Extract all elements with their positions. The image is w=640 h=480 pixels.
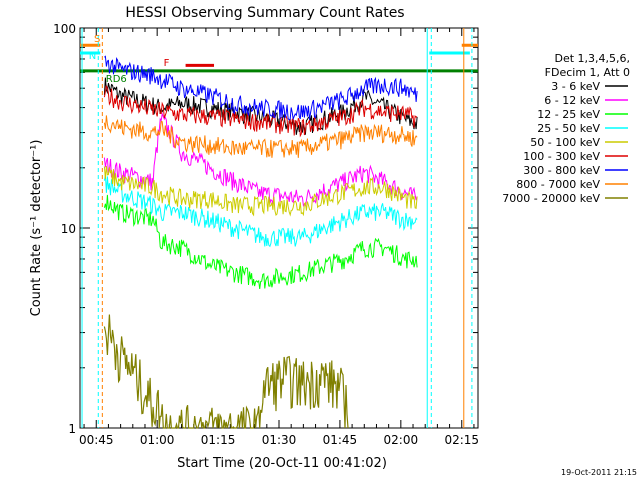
legend-entry-label: 12 - 25 keV [537,108,600,121]
legend-entry-label: 300 - 800 keV [523,164,600,177]
legend-entry-label: 3 - 6 keV [551,80,600,93]
y-axis-label: Count Rate (s⁻¹ detector⁻¹) [29,140,44,317]
x-tick-label: 00:45 [79,433,114,447]
series-line [103,194,418,289]
series-line [103,165,418,217]
legend-header: Det 1,3,4,5,6, [554,52,630,65]
footer-date: 19-Oct-2011 21:15 [561,468,637,477]
x-axis-label: Start Time (20-Oct-11 00:41:02) [177,456,387,471]
series-line [103,111,418,207]
legend: Det 1,3,4,5,6,FDecim 1, Att 03 - 6 keV6 … [502,52,630,205]
series-line [103,115,418,158]
flag-label: F [164,58,170,69]
x-tick-label: 01:15 [201,433,236,447]
legend-entry-label: 800 - 7000 keV [516,178,600,191]
chart-title: HESSI Observing Summary Count Rates [125,5,404,21]
x-tick-label: 01:45 [323,433,358,447]
legend-entry-label: 50 - 100 keV [530,136,600,149]
legend-entry-label: 7000 - 20000 keV [502,192,600,205]
x-tick-label: 02:15 [444,433,479,447]
plot-area: 00:45 01:00 01:15 01:30 01:45 02:00 02:15 1 10 10… [53,22,479,447]
series-line [103,174,418,248]
flag-label: N [89,51,96,62]
legend-header: FDecim 1, Att 0 [545,66,630,79]
legend-entry-label: 100 - 300 keV [523,150,600,163]
legend-entry-label: 6 - 12 keV [544,94,600,107]
y-tick-label: 10 [61,222,76,236]
series-line [103,85,418,138]
series-line [104,55,418,121]
x-tick-label: 01:00 [140,433,175,447]
series-line [103,314,349,429]
flag-label: S [94,34,100,45]
x-tick-label: 01:30 [262,433,297,447]
legend-entry-label: 25 - 50 keV [537,122,600,135]
flag-label: RD6 [106,74,127,85]
y-tick-label: 1 [68,422,76,436]
x-tick-label: 02:00 [384,433,419,447]
y-tick-label: 100 [53,22,76,36]
